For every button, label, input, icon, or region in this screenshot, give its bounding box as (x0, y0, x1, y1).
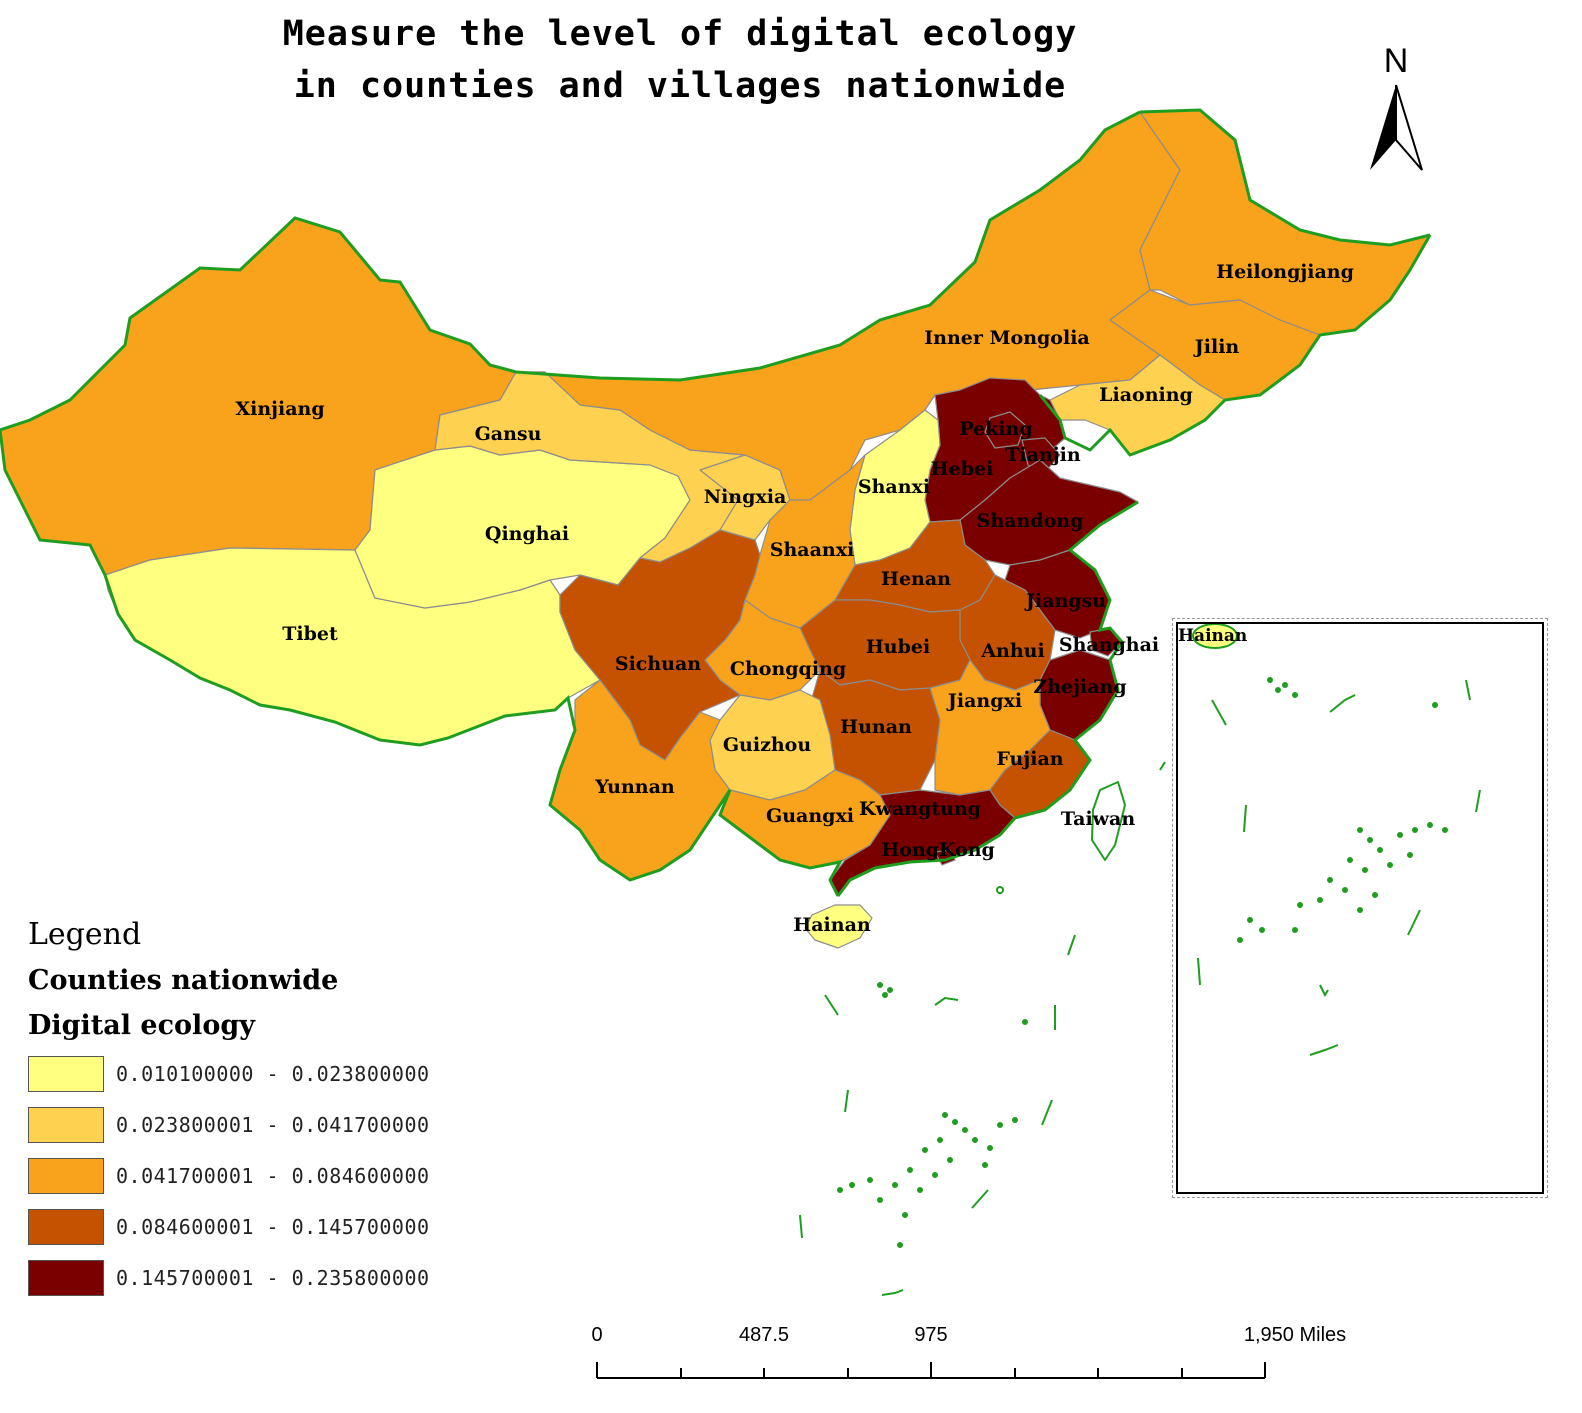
north-arrow-icon: N (1370, 42, 1423, 171)
legend-swatch (28, 1055, 104, 1092)
legend-range-label: 0.010100000 - 0.023800000 (116, 1061, 430, 1086)
province-label-shandong: Shandong (977, 510, 1084, 532)
province-label-zhejiang: Zhejiang (1033, 676, 1126, 698)
scale-label-2: 975 (914, 1324, 948, 1346)
province-label-sichuan: Sichuan (615, 653, 701, 675)
province-label-tianjin: Tianjin (1005, 444, 1081, 466)
legend-field-name: Digital ecology (28, 1010, 255, 1041)
legend-swatch (28, 1208, 104, 1245)
province-label-shaanxi: Shaanxi (770, 539, 855, 561)
legend-class-1: 0.010100000 - 0.023800000 (28, 1048, 508, 1099)
map-title: Measure the level of digital ecology in … (230, 8, 1130, 112)
province-label-chongqing: Chongqing (730, 658, 846, 680)
legend-range-label: 0.145700001 - 0.235800000 (116, 1265, 430, 1290)
legend: Legend Counties nationwide Digital ecolo… (28, 912, 508, 1303)
province-labels: Xinjiang Tibet Qinghai Gansu Ningxia Inner Mo… (235, 261, 1354, 936)
province-label-hainan: Hainan (793, 914, 871, 936)
province-label-hunan: Hunan (840, 716, 912, 738)
province-label-anhui: Anhui (980, 640, 1044, 662)
province-label-kwangtung: Kwangtung (859, 798, 981, 820)
legend-range-label: 0.023800001 - 0.041700000 (116, 1112, 430, 1137)
province-label-ningxia: Ningxia (704, 486, 787, 508)
inset-islands (1192, 623, 1481, 1056)
province-label-shanxi: Shanxi (858, 476, 930, 498)
province-label-gansu: Gansu (475, 423, 542, 445)
legend-swatch (28, 1157, 104, 1194)
legend-swatch (28, 1106, 104, 1143)
province-label-peking: Peking (959, 418, 1032, 440)
south-china-sea-islands (799, 761, 1166, 1296)
legend-class-2: 0.023800001 - 0.041700000 (28, 1099, 508, 1150)
province-label-guizhou: Guizhou (723, 734, 812, 756)
scale-bar (596, 1362, 1266, 1379)
province-label-jiangxi: Jiangxi (946, 690, 1022, 712)
province-peking[interactable] (984, 411, 1026, 449)
province-taiwan[interactable] (1091, 781, 1126, 861)
north-arrow-label: N (1384, 42, 1409, 80)
province-label-tibet: Tibet (282, 623, 338, 645)
province-label-guangxi: Guangxi (766, 805, 854, 827)
south-china-sea-inset: Hainan (1172, 618, 1548, 1198)
province-label-henan: Henan (881, 568, 951, 590)
legend-class-4: 0.084600001 - 0.145700000 (28, 1201, 508, 1252)
scale-label-1: 487.5 (738, 1324, 790, 1346)
legend-range-label: 0.041700001 - 0.084600000 (116, 1163, 430, 1188)
legend-class-5: 0.145700001 - 0.235800000 (28, 1252, 508, 1303)
province-label-yunnan: Yunnan (594, 776, 675, 798)
province-label-hubei: Hubei (866, 636, 930, 658)
province-label-shanghai: Shanghai (1059, 634, 1159, 656)
province-label-jiangsu: Jiangsu (1024, 590, 1106, 612)
province-label-liaoning: Liaoning (1099, 384, 1193, 406)
province-label-xinjiang: Xinjiang (235, 398, 324, 420)
legend-swatch (28, 1259, 104, 1296)
legend-class-3: 0.041700001 - 0.084600000 (28, 1150, 508, 1201)
legend-classes: 0.010100000 - 0.023800000 0.023800001 - 0… (28, 1048, 508, 1303)
scale-label-0: 0 (591, 1324, 603, 1346)
legend-layer-name: Counties nationwide (28, 965, 339, 996)
province-label-taiwan: Taiwan (1061, 808, 1136, 830)
legend-range-label: 0.084600001 - 0.145700000 (116, 1214, 430, 1239)
inset-label: Hainan (1178, 626, 1248, 646)
province-tianjin[interactable] (1021, 437, 1061, 473)
province-label-jilin: Jilin (1193, 336, 1240, 358)
province-label-fujian: Fujian (996, 748, 1063, 770)
map-title-line-1: Measure the level of digital ecology (282, 14, 1078, 54)
province-label-qinghai: Qinghai (485, 523, 569, 545)
province-hainan[interactable] (804, 904, 873, 949)
scale-label-3: 1,950 Miles (1243, 1324, 1347, 1346)
province-label-hongkong: HongKong (881, 839, 995, 861)
map-title-line-2: in counties and villages nationwide (293, 66, 1067, 106)
province-label-inner-mongolia: Inner Mongolia (924, 327, 1089, 349)
province-label-heilongjiang: Heilongjiang (1216, 261, 1354, 283)
legend-title: Legend (28, 917, 142, 952)
province-label-hebei: Hebei (931, 458, 994, 480)
coastline (0, 108, 1432, 897)
